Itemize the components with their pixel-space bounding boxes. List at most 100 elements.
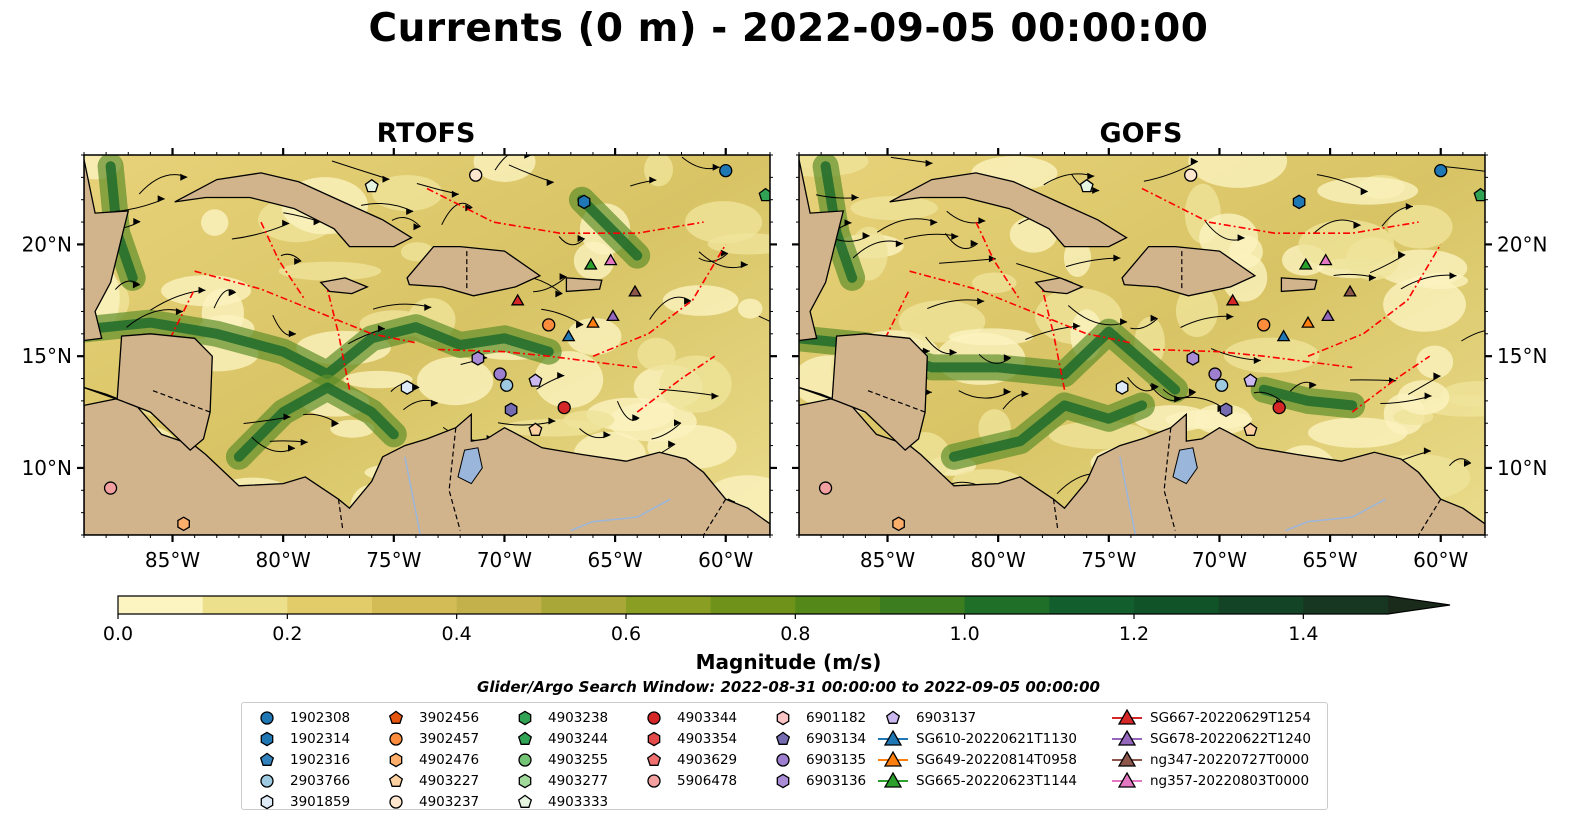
- streamline-arrow: [844, 219, 852, 227]
- colorbar-tick-label: 0.2: [272, 623, 302, 645]
- streamline-arrow: [1003, 388, 1011, 396]
- land: [84, 395, 770, 535]
- country-border: [703, 498, 727, 535]
- legend-triangle: [1117, 729, 1137, 746]
- streamline-arrow: [288, 330, 296, 338]
- streamline-arrow: [1368, 274, 1376, 282]
- colorbar-tick-label: 0.6: [611, 623, 641, 645]
- country-border: [150, 389, 211, 413]
- colorbar-tick-label: 0.8: [780, 623, 810, 645]
- legend-label: 3901859: [290, 793, 351, 810]
- legend-item: 4903244: [508, 728, 608, 749]
- legend-marker: [775, 731, 791, 745]
- streamline-arrow: [1003, 354, 1011, 362]
- streamline-arrow: [377, 325, 385, 333]
- eez-boundary: [326, 288, 351, 390]
- streamline-arrow: [862, 232, 870, 240]
- legend-column: 4903344 4903354 4903629 5906478: [637, 707, 737, 791]
- legend-label: 4903344: [677, 709, 738, 726]
- streamline: [303, 413, 339, 425]
- legend-marker: [646, 752, 662, 766]
- legend-marker: [518, 773, 532, 789]
- map-marker: [1292, 194, 1306, 210]
- map-marker: [606, 309, 620, 322]
- map-marker: [1318, 253, 1333, 266]
- legend-marker: [260, 794, 274, 810]
- streamline: [533, 277, 563, 295]
- land: [799, 395, 1485, 535]
- legend-item: SG649-20220814T0958: [876, 749, 1077, 770]
- legend-label: ng357-20220803T0000: [1150, 772, 1310, 789]
- streamline-arrow: [577, 235, 585, 242]
- field-patch: [1175, 284, 1219, 337]
- colorbar-tick-label: 1.4: [1288, 623, 1318, 645]
- streamline-arrow: [424, 303, 432, 311]
- legend-symbol: [388, 773, 404, 787]
- legend-marker: [517, 794, 533, 808]
- streamline-arrow: [1360, 188, 1368, 196]
- streamline-arrow: [180, 173, 188, 181]
- streamline-arrow: [548, 417, 556, 425]
- legend-marker: [1112, 729, 1142, 746]
- legend-column: 4903238 4903244 4903255 4903277 4903333: [508, 707, 608, 812]
- map-marker: [1243, 373, 1258, 387]
- streamline-arrow: [430, 399, 438, 407]
- streamline-arrow: [294, 257, 302, 265]
- streamline-arrow: [331, 420, 339, 428]
- legend-label: 4902476: [419, 751, 480, 768]
- field-patch: [1063, 238, 1092, 277]
- legend-marker: [517, 731, 533, 745]
- legend-symbol: [518, 773, 532, 789]
- field-patch: [343, 370, 413, 389]
- legend-label: 6901182: [806, 709, 867, 726]
- field-patch: [566, 317, 622, 356]
- streamline: [649, 296, 692, 320]
- land: [565, 277, 603, 293]
- legend-label: 6903135: [806, 751, 867, 768]
- lon-label: 80°W: [256, 548, 311, 572]
- map-marker: [1225, 293, 1240, 306]
- legend-item: SG665-20220623T1144: [876, 770, 1077, 791]
- map-marker: [500, 378, 514, 392]
- streamline-arrow: [978, 217, 986, 225]
- map-marker: [504, 402, 518, 418]
- legend-marker: [1112, 771, 1142, 788]
- search-window-text: Glider/Argo Search Window: 2022-08-31 00…: [477, 678, 1100, 696]
- map-marker: [1301, 315, 1315, 328]
- legend-triangle: [1117, 750, 1137, 767]
- legend-symbol: [388, 710, 404, 724]
- streamline: [1461, 330, 1485, 342]
- field-patch: [659, 355, 732, 413]
- streamline-arrow: [930, 218, 938, 226]
- legend-item: 4903333: [508, 791, 608, 812]
- legend-symbol: [647, 711, 661, 725]
- lat-label: 20°N: [22, 232, 72, 256]
- streamline-arrow: [288, 444, 295, 452]
- legend-symbol: [260, 774, 274, 788]
- legend-item: ng357-20220803T0000: [1110, 770, 1311, 791]
- field-patch: [573, 241, 615, 280]
- legend-marker: [260, 774, 274, 788]
- lon-label: 65°W: [1302, 548, 1357, 572]
- legend-item: 2903766: [250, 770, 350, 791]
- legend-item: ng347-20220727T0000: [1110, 749, 1311, 770]
- map-marker: [561, 329, 576, 342]
- streamline-arrow: [283, 413, 291, 421]
- streamline-arrow: [157, 195, 165, 203]
- legend-item: 6901182: [766, 707, 866, 728]
- legend-item: 6903136: [766, 770, 866, 791]
- streamline-arrow: [1424, 392, 1432, 400]
- streamline: [698, 252, 729, 262]
- legend-column: SG667-20220629T1254 SG678-20220622T1240 ng…: [1110, 707, 1311, 791]
- legend-triangle: [883, 750, 903, 767]
- streamline-arrow: [313, 218, 321, 226]
- map-marker: [1219, 402, 1233, 418]
- lat-label: 15°N: [22, 344, 72, 368]
- map-marker: [1321, 309, 1335, 322]
- field-patch: [707, 233, 770, 255]
- streamline-arrow: [1423, 447, 1431, 455]
- streamline-arrow: [1226, 313, 1234, 321]
- map-marker: [493, 367, 507, 381]
- legend-label: 1902314: [290, 730, 351, 747]
- legend-symbol: [389, 752, 403, 768]
